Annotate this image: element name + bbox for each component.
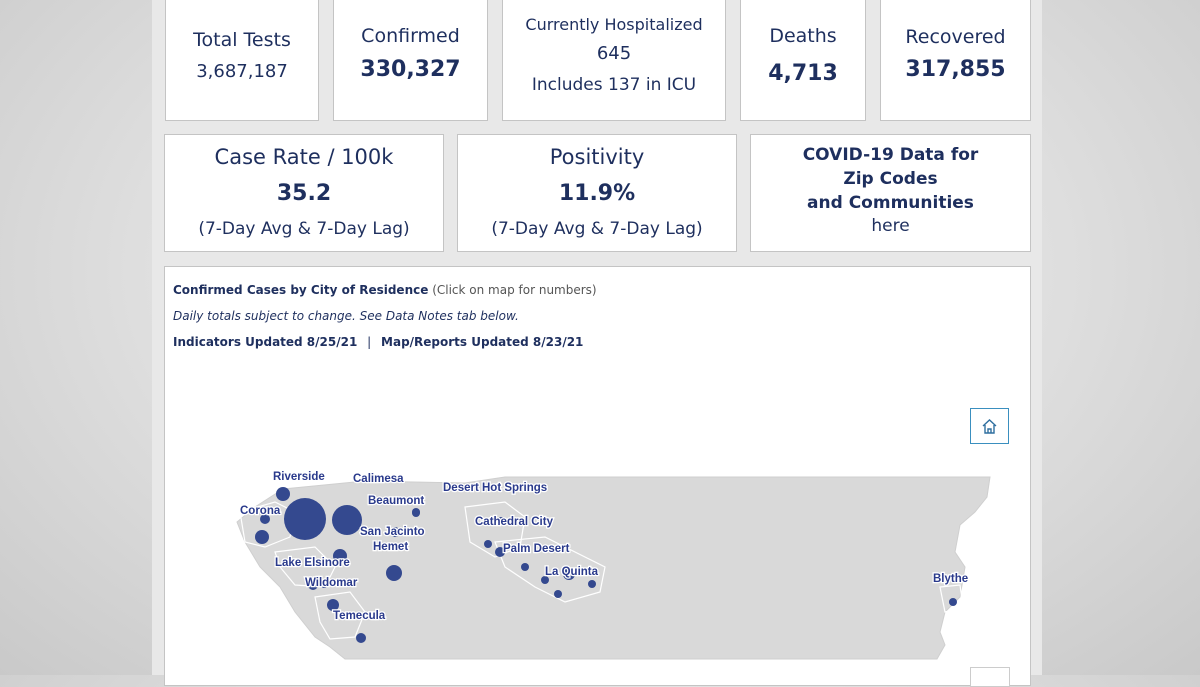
city-bubble-lake-elsinore[interactable] bbox=[333, 549, 347, 563]
map-title: Confirmed Cases by City of Residence bbox=[173, 283, 429, 297]
confirmed-label: Confirmed bbox=[361, 25, 460, 47]
confirmed-card: Confirmed 330,327 bbox=[333, 0, 488, 121]
city-label-lake-elsinore: Lake Elsinore bbox=[275, 557, 350, 569]
city-bubble-la-quinta[interactable] bbox=[563, 568, 575, 580]
city-label-calimesa: Calimesa bbox=[353, 473, 404, 485]
recovered-card: Recovered 317,855 bbox=[880, 0, 1031, 121]
case-rate-note: (7-Day Avg & 7-Day Lag) bbox=[198, 219, 410, 239]
zip-line-2: Zip Codes bbox=[843, 169, 938, 189]
map-title-note: (Click on map for numbers) bbox=[432, 283, 597, 297]
city-label-hemet: Hemet bbox=[373, 541, 408, 553]
city-bubble-corona[interactable] bbox=[260, 514, 270, 524]
case-rate-label: Case Rate / 100k bbox=[214, 145, 394, 169]
positivity-label: Positivity bbox=[549, 145, 645, 169]
community-bubble[interactable] bbox=[554, 590, 562, 598]
community-bubble[interactable] bbox=[588, 580, 596, 588]
city-labels: Riverside Calimesa Desert Hot Springs Beaum… bbox=[239, 470, 970, 624]
total-tests-label: Total Tests bbox=[193, 29, 291, 51]
city-label-san-jacinto: San Jacinto bbox=[360, 526, 425, 538]
deaths-value: 4,713 bbox=[768, 61, 838, 86]
map-home-button[interactable] bbox=[970, 408, 1009, 444]
icu-note: Includes 137 in ICU bbox=[531, 75, 697, 95]
deaths-label: Deaths bbox=[769, 25, 837, 47]
community-bubble[interactable] bbox=[484, 540, 492, 548]
city-bubble-cathedral-city[interactable] bbox=[497, 517, 505, 525]
map-notice: Daily totals subject to change. See Data… bbox=[173, 309, 519, 323]
case-rate-card: Case Rate / 100k 35.2 (7-Day Avg & 7-Day… bbox=[164, 134, 444, 252]
hospitalized-label: Currently Hospitalized bbox=[525, 15, 703, 34]
city-label-la-quinta: La Quinta bbox=[545, 566, 599, 578]
city-label-riverside: Riverside bbox=[273, 471, 325, 483]
total-tests-value: 3,687,187 bbox=[196, 61, 288, 82]
total-tests-card: Total Tests 3,687,187 bbox=[165, 0, 319, 121]
indicators-updated: Indicators Updated 8/25/21 bbox=[173, 335, 358, 349]
city-bubbles bbox=[255, 487, 957, 643]
map-corner-control[interactable] bbox=[970, 667, 1010, 687]
city-bubble-hemet[interactable] bbox=[386, 565, 402, 581]
zip-line-3: and Communities bbox=[807, 193, 974, 213]
city-label-temecula: Temecula bbox=[333, 610, 386, 622]
city-outlines bbox=[239, 501, 964, 640]
city-bubble-blythe[interactable] bbox=[949, 598, 957, 606]
positivity-card: Positivity 11.9% (7-Day Avg & 7-Day Lag) bbox=[457, 134, 737, 252]
case-rate-value: 35.2 bbox=[276, 181, 332, 206]
zip-here-link[interactable]: here bbox=[871, 216, 910, 236]
deaths-card: Deaths 4,713 bbox=[740, 0, 866, 121]
recovered-value: 317,855 bbox=[905, 57, 1006, 82]
community-bubble[interactable] bbox=[521, 563, 529, 571]
county-map: Riverside Calimesa Desert Hot Springs Beaum… bbox=[236, 470, 991, 660]
city-label-palm-desert: Palm Desert bbox=[503, 543, 570, 555]
hospitalized-value: 645 bbox=[596, 43, 632, 64]
positivity-value: 11.9% bbox=[558, 181, 636, 206]
city-bubble-beaumont[interactable] bbox=[412, 508, 420, 516]
community-bubble[interactable] bbox=[541, 576, 549, 584]
positivity-note: (7-Day Avg & 7-Day Lag) bbox=[491, 219, 703, 239]
confirmed-value: 330,327 bbox=[360, 57, 461, 82]
community-bubble[interactable] bbox=[276, 487, 290, 501]
community-bubble[interactable] bbox=[320, 580, 328, 588]
city-map-card: Confirmed Cases by City of Residence (Cl… bbox=[164, 266, 1031, 687]
city-label-cathedral-city: Cathedral City bbox=[475, 516, 554, 528]
city-label-desert-hot-springs: Desert Hot Springs bbox=[443, 482, 547, 494]
home-icon bbox=[982, 419, 997, 434]
zip-line-1: COVID-19 Data for bbox=[802, 145, 979, 165]
hospitalized-card: Currently Hospitalized 645 Includes 137 … bbox=[502, 0, 726, 121]
city-label-beaumont: Beaumont bbox=[368, 495, 424, 507]
city-label-blythe: Blythe bbox=[933, 573, 968, 585]
city-bubble-wildomar[interactable] bbox=[308, 580, 318, 590]
county-land bbox=[236, 476, 991, 660]
reports-updated: Map/Reports Updated 8/23/21 bbox=[381, 335, 584, 349]
community-bubble[interactable] bbox=[356, 633, 366, 643]
city-label-wildomar: Wildomar bbox=[305, 577, 358, 589]
city-bubble-san-jacinto[interactable] bbox=[390, 527, 400, 537]
city-label-corona: Corona bbox=[240, 505, 281, 517]
update-separator: | bbox=[367, 335, 372, 349]
community-bubble[interactable] bbox=[255, 530, 269, 544]
city-bubble-calimesa[interactable] bbox=[332, 505, 362, 535]
map-title-line: Confirmed Cases by City of Residence (Cl… bbox=[173, 283, 597, 297]
zip-codes-card: COVID-19 Data for Zip Codes and Communit… bbox=[750, 134, 1031, 252]
recovered-label: Recovered bbox=[905, 26, 1006, 48]
city-bubble-palm-desert[interactable] bbox=[495, 547, 505, 557]
city-bubble-riverside[interactable] bbox=[284, 498, 326, 540]
city-bubble-desert-hot-springs[interactable] bbox=[412, 509, 420, 517]
city-bubble-temecula[interactable] bbox=[327, 599, 339, 611]
update-line: Indicators Updated 8/25/21 | Map/Reports… bbox=[173, 335, 583, 349]
